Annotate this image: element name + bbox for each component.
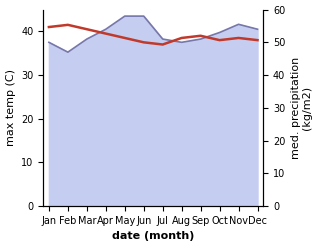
X-axis label: date (month): date (month) bbox=[112, 231, 194, 242]
Y-axis label: max temp (C): max temp (C) bbox=[5, 69, 16, 146]
Y-axis label: med. precipitation
(kg/m2): med. precipitation (kg/m2) bbox=[291, 57, 313, 159]
